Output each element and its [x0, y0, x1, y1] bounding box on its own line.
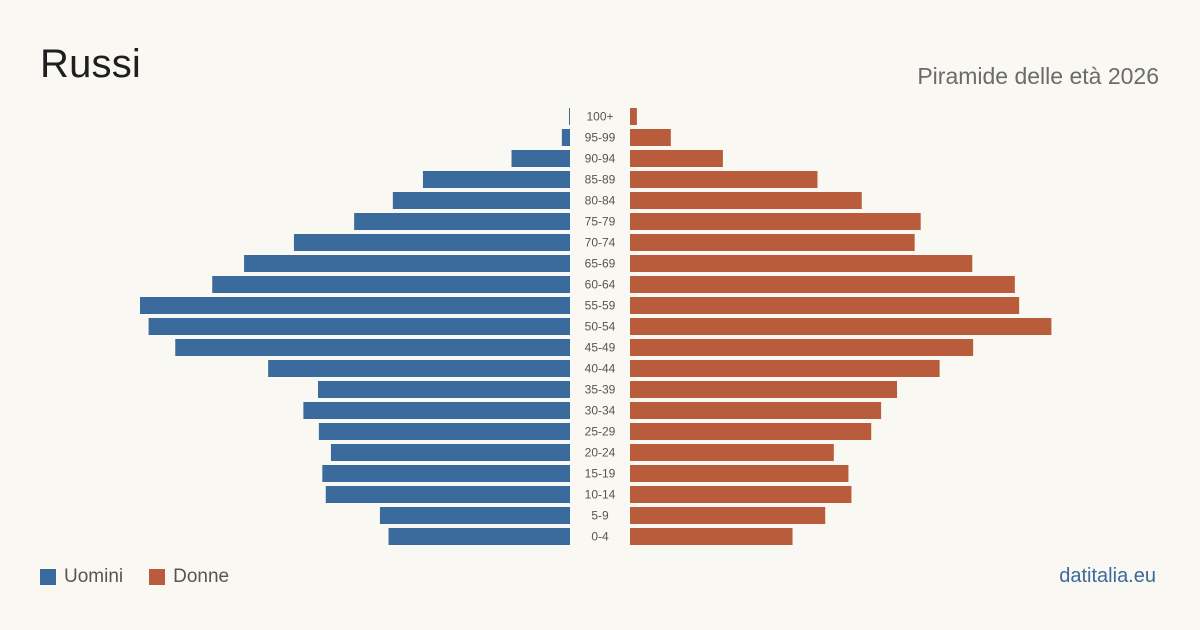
- bar-women-15-19: [630, 465, 849, 482]
- age-label-10-14: 10-14: [585, 488, 616, 502]
- age-label-70-74: 70-74: [585, 236, 616, 250]
- bar-men-40-44: [268, 360, 570, 377]
- bar-men-80-84: [392, 192, 570, 209]
- bar-women-100plus: [630, 108, 637, 125]
- age-label-40-44: 40-44: [585, 362, 616, 376]
- age-label-35-39: 35-39: [585, 383, 616, 397]
- bar-men-20-24: [330, 444, 570, 461]
- bar-men-10-14: [325, 486, 570, 503]
- bar-men-35-39: [318, 381, 570, 398]
- bar-women-45-49: [630, 339, 974, 356]
- bar-women-50-54: [630, 318, 1052, 335]
- age-label-75-79: 75-79: [585, 215, 616, 229]
- bar-men-85-89: [422, 171, 570, 188]
- bar-men-60-64: [212, 276, 571, 293]
- age-label-30-34: 30-34: [585, 404, 616, 418]
- age-label-45-49: 45-49: [585, 341, 616, 355]
- bar-men-70-74: [293, 234, 570, 251]
- bar-men-55-59: [140, 297, 570, 314]
- bar-men-90-94: [511, 150, 570, 167]
- bar-women-10-14: [630, 486, 852, 503]
- legend-swatch-men: [40, 569, 56, 585]
- bar-men-95-99: [561, 129, 570, 146]
- age-label-65-69: 65-69: [585, 257, 616, 271]
- bar-women-40-44: [630, 360, 940, 377]
- legend-label-men: Uomini: [64, 566, 124, 587]
- age-label-20-24: 20-24: [585, 446, 616, 460]
- age-label-25-29: 25-29: [585, 425, 616, 439]
- age-label-60-64: 60-64: [585, 278, 616, 292]
- brand-link[interactable]: datitalia.eu: [1059, 565, 1156, 587]
- age-label-95-99: 95-99: [585, 131, 616, 145]
- bar-women-25-29: [630, 423, 872, 440]
- chart-title: Russi: [40, 42, 142, 86]
- legend-label-women: Donne: [173, 566, 230, 587]
- legend-item-women: Donne: [149, 566, 229, 588]
- age-label-15-19: 15-19: [585, 467, 616, 481]
- age-label-50-54: 50-54: [585, 320, 616, 334]
- bar-women-65-69: [630, 255, 973, 272]
- bar-women-30-34: [630, 402, 882, 419]
- bar-women-75-79: [630, 213, 921, 230]
- bar-men-100plus: [569, 108, 570, 125]
- bar-women-60-64: [630, 276, 1015, 293]
- age-label-0-4: 0-4: [591, 530, 609, 544]
- age-label-5-9: 5-9: [591, 509, 609, 523]
- age-label-55-59: 55-59: [585, 299, 616, 313]
- age-label-90-94: 90-94: [585, 152, 616, 166]
- legend-item-men: Uomini: [40, 566, 123, 588]
- bar-women-55-59: [630, 297, 1020, 314]
- bar-men-5-9: [379, 507, 570, 524]
- bar-women-35-39: [630, 381, 898, 398]
- age-label-80-84: 80-84: [585, 194, 616, 208]
- bar-women-0-4: [630, 528, 793, 545]
- bar-men-15-19: [322, 465, 570, 482]
- bar-men-75-79: [354, 213, 570, 230]
- chart-subtitle: Piramide delle età 2026: [917, 63, 1159, 89]
- legend-swatch-women: [149, 569, 166, 585]
- bar-women-20-24: [630, 444, 834, 461]
- bar-women-5-9: [630, 507, 826, 524]
- bar-men-45-49: [175, 339, 570, 356]
- bar-men-0-4: [388, 528, 570, 545]
- bar-women-95-99: [630, 129, 671, 146]
- bar-women-90-94: [630, 150, 723, 167]
- bar-women-70-74: [630, 234, 915, 251]
- bar-men-65-69: [244, 255, 570, 272]
- age-label-100plus: 100+: [586, 110, 613, 124]
- bar-women-85-89: [630, 171, 818, 188]
- bar-men-25-29: [318, 423, 570, 440]
- bar-men-30-34: [303, 402, 570, 419]
- age-label-85-89: 85-89: [585, 173, 616, 187]
- bar-women-80-84: [630, 192, 862, 209]
- bar-men-50-54: [148, 318, 570, 335]
- legend: Uomini Donne: [40, 566, 255, 588]
